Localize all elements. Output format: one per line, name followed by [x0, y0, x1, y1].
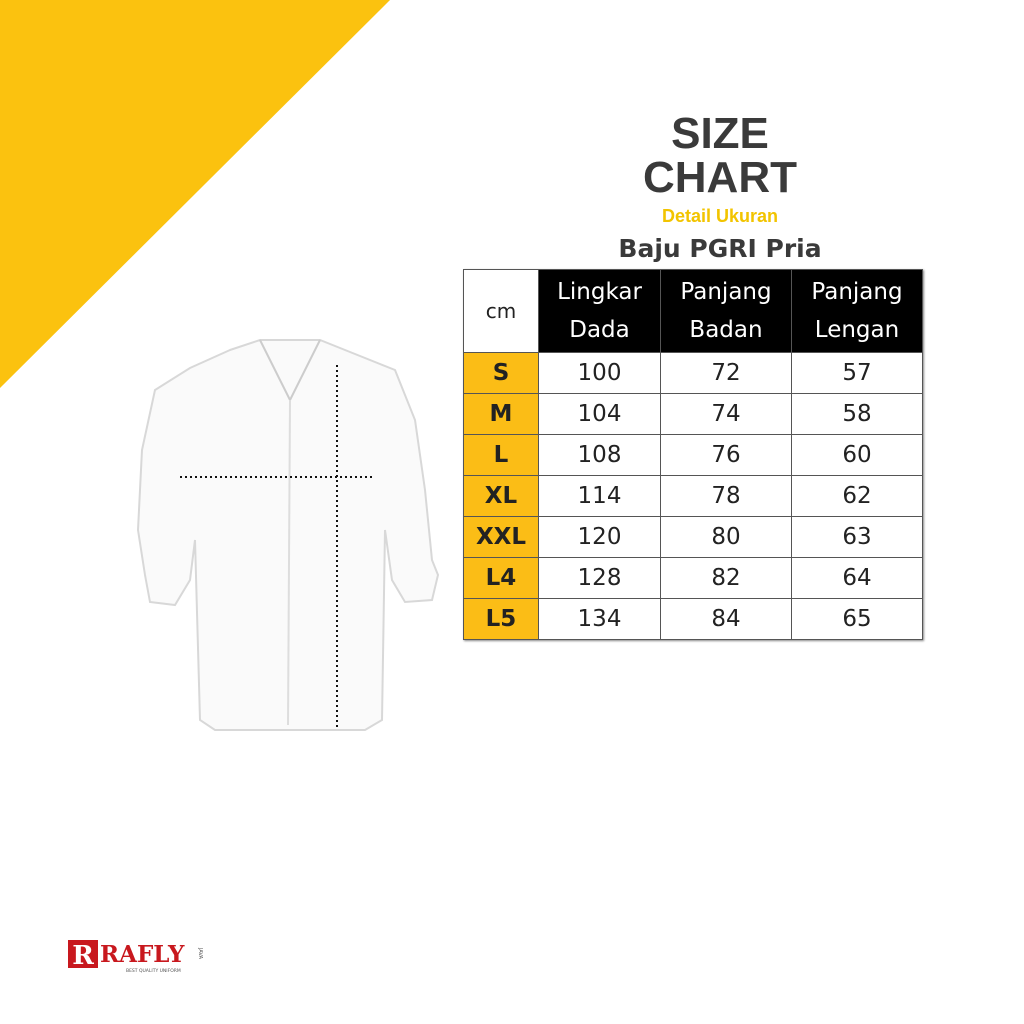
size-label: XL [463, 475, 539, 517]
size-label: L4 [463, 557, 539, 599]
shirt-image [136, 339, 440, 731]
unit-header: cm [463, 269, 539, 353]
measurement-cell: 64 [791, 557, 923, 599]
measurement-cell: 108 [537, 434, 662, 476]
table-row: M 104 74 58 [463, 393, 923, 435]
size-label: S [463, 352, 539, 394]
rafly-logo: R RAFLY BEST QUALITY UNIFORM JAVA [68, 940, 203, 974]
table-row: XL 114 78 62 [463, 475, 923, 517]
header-row: cm Lingkar Dada Panjang Badan Panjang Lenga… [463, 269, 923, 353]
measurement-cell: 63 [791, 516, 923, 558]
measurement-cell: 76 [660, 434, 792, 476]
table-row: S 100 72 57 [463, 352, 923, 394]
size-label: M [463, 393, 539, 435]
header-chest: Lingkar Dada [537, 269, 662, 353]
header-body-length: Panjang Badan [660, 269, 792, 353]
measurement-cell: 100 [537, 352, 662, 394]
measurement-cell: 62 [791, 475, 923, 517]
title-line2: CHART [643, 153, 797, 202]
table-row: L4 128 82 64 [463, 557, 923, 599]
title-line1: SIZE [671, 109, 769, 158]
header-sleeve-length: Panjang Lengan [791, 269, 923, 353]
svg-text:RAFLY: RAFLY [100, 941, 185, 968]
measurement-cell: 78 [660, 475, 792, 517]
svg-text:BEST QUALITY UNIFORM: BEST QUALITY UNIFORM [126, 968, 181, 974]
measurement-cell: 128 [537, 557, 662, 599]
measurement-cell: 58 [791, 393, 923, 435]
subtitle: Detail Ukuran [661, 206, 779, 226]
measurement-cell: 120 [537, 516, 662, 558]
table-row: XXL 120 80 63 [463, 516, 923, 558]
svg-text:R: R [72, 941, 94, 971]
measurement-cell: 82 [660, 557, 792, 599]
measurement-cell: 60 [791, 434, 923, 476]
measurement-cell: 104 [537, 393, 662, 435]
measurement-cell: 84 [660, 598, 792, 640]
size-table: cm Lingkar Dada Panjang Badan Panjang Lenga… [463, 269, 923, 640]
measurement-cell: 74 [660, 393, 792, 435]
measurement-cell: 57 [791, 352, 923, 394]
size-label: L5 [463, 598, 539, 640]
size-label: XXL [463, 516, 539, 558]
svg-text:JAVA: JAVA [197, 947, 203, 960]
measurement-cell: 72 [660, 352, 792, 394]
measurement-cell: 65 [791, 598, 923, 640]
product-name: Baju PGRI Pria [618, 234, 822, 263]
measurement-cell: 134 [537, 598, 662, 640]
table-row: L5 134 84 65 [463, 598, 923, 640]
size-label: L [463, 434, 539, 476]
table-row: L 108 76 60 [463, 434, 923, 476]
measurement-cell: 80 [660, 516, 792, 558]
measurement-cell: 114 [537, 475, 662, 517]
